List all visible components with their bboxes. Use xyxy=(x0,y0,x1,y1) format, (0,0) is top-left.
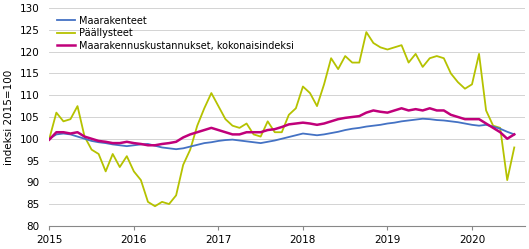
Maarakennuskustannukset, kokonaisindeksi xyxy=(413,108,419,111)
Maarakennuskustannukset, kokonaisindeksi xyxy=(103,140,109,143)
Maarakenteet xyxy=(405,119,412,122)
Maarakennuskustannukset, kokonaisindeksi xyxy=(46,138,52,141)
Maarakenteet xyxy=(511,133,517,136)
Line: Maarakenteet: Maarakenteet xyxy=(49,119,514,149)
Maarakenteet xyxy=(419,117,426,120)
Maarakenteet xyxy=(103,142,109,145)
Päällysteet xyxy=(264,120,271,123)
Päällysteet xyxy=(243,122,250,125)
Maarakennuskustannukset, kokonaisindeksi xyxy=(483,122,489,125)
Päällysteet xyxy=(413,52,419,55)
Maarakenteet xyxy=(483,123,489,126)
Maarakenteet xyxy=(81,137,88,140)
Maarakennuskustannukset, kokonaisindeksi xyxy=(81,135,88,138)
Päällysteet xyxy=(363,31,369,34)
Päällysteet xyxy=(46,137,52,140)
Line: Päällysteet: Päällysteet xyxy=(49,32,514,206)
Päällysteet xyxy=(511,146,517,149)
Maarakennuskustannukset, kokonaisindeksi xyxy=(398,107,405,110)
Y-axis label: indeksi 2015=100: indeksi 2015=100 xyxy=(4,69,14,165)
Line: Maarakennuskustannukset, kokonaisindeksi: Maarakennuskustannukset, kokonaisindeksi xyxy=(49,108,514,145)
Maarakennuskustannukset, kokonaisindeksi xyxy=(511,133,517,136)
Maarakennuskustannukset, kokonaisindeksi xyxy=(264,128,271,131)
Päällysteet xyxy=(81,135,88,138)
Päällysteet xyxy=(103,170,109,173)
Maarakennuskustannukset, kokonaisindeksi xyxy=(243,131,250,134)
Legend: Maarakenteet, Päällysteet, Maarakennuskustannukset, kokonaisindeksi: Maarakenteet, Päällysteet, Maarakennusku… xyxy=(54,13,297,54)
Maarakennuskustannukset, kokonaisindeksi xyxy=(145,144,151,147)
Maarakenteet xyxy=(243,140,250,143)
Maarakenteet xyxy=(173,148,179,151)
Päällysteet xyxy=(152,205,158,208)
Maarakenteet xyxy=(46,137,52,140)
Päällysteet xyxy=(483,109,489,112)
Maarakenteet xyxy=(264,140,271,143)
